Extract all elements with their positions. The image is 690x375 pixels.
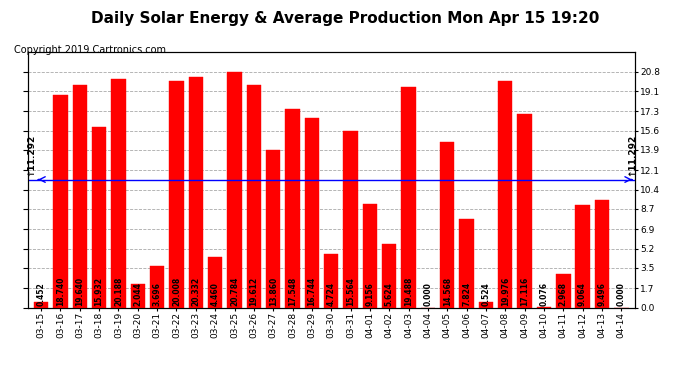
Text: 17.548: 17.548: [288, 277, 297, 306]
Text: 0.452: 0.452: [37, 283, 46, 306]
Bar: [440, 142, 455, 308]
Text: 4.460: 4.460: [210, 282, 219, 306]
Bar: [246, 85, 261, 308]
Bar: [537, 307, 551, 308]
Text: 3.696: 3.696: [152, 282, 161, 306]
Bar: [518, 114, 532, 308]
Bar: [150, 266, 164, 308]
Bar: [130, 284, 145, 308]
Bar: [324, 254, 339, 308]
Text: 20.784: 20.784: [230, 277, 239, 306]
Text: 9.496: 9.496: [598, 282, 607, 306]
Text: 19.640: 19.640: [75, 277, 84, 306]
Bar: [227, 72, 242, 308]
Text: ↑11.292: ↑11.292: [627, 134, 636, 176]
Text: 7.824: 7.824: [462, 282, 471, 306]
Text: Daily Solar Energy & Average Production Mon Apr 15 19:20: Daily Solar Energy & Average Production …: [91, 11, 599, 26]
Bar: [382, 244, 397, 308]
Text: 20.332: 20.332: [191, 277, 200, 306]
Text: 19.612: 19.612: [249, 277, 258, 306]
Text: ↑11.292: ↑11.292: [26, 134, 35, 176]
Text: 0.000: 0.000: [617, 282, 626, 306]
Bar: [304, 118, 319, 308]
Text: 14.568: 14.568: [443, 277, 452, 306]
Text: 9.064: 9.064: [578, 282, 587, 306]
Bar: [72, 85, 87, 308]
Bar: [208, 257, 222, 307]
Bar: [188, 77, 203, 308]
Text: 18.740: 18.740: [56, 277, 65, 306]
Text: 2.968: 2.968: [559, 282, 568, 306]
Text: Copyright 2019 Cartronics.com: Copyright 2019 Cartronics.com: [14, 45, 166, 55]
Text: 13.860: 13.860: [268, 277, 277, 306]
Text: 19.976: 19.976: [501, 277, 510, 306]
Bar: [498, 81, 513, 308]
Text: 20.008: 20.008: [172, 277, 181, 306]
Text: 0.524: 0.524: [482, 283, 491, 306]
Text: 5.624: 5.624: [385, 283, 394, 306]
Bar: [402, 87, 416, 308]
Bar: [595, 200, 609, 308]
Bar: [556, 274, 571, 308]
Bar: [169, 81, 184, 308]
Bar: [363, 204, 377, 308]
Text: 2.044: 2.044: [133, 282, 142, 306]
Text: 16.744: 16.744: [307, 277, 316, 306]
Text: 20.188: 20.188: [114, 277, 123, 306]
Text: 19.488: 19.488: [404, 277, 413, 306]
Text: 17.116: 17.116: [520, 277, 529, 306]
Bar: [266, 150, 280, 308]
Text: 15.932: 15.932: [95, 278, 103, 306]
Bar: [92, 127, 106, 308]
Bar: [111, 79, 126, 308]
Bar: [344, 131, 358, 308]
Bar: [53, 95, 68, 308]
Text: 9.156: 9.156: [366, 283, 375, 306]
Text: 4.724: 4.724: [326, 282, 336, 306]
Bar: [479, 302, 493, 307]
Text: 0.076: 0.076: [540, 282, 549, 306]
Bar: [575, 205, 590, 308]
Text: 15.564: 15.564: [346, 278, 355, 306]
Bar: [34, 302, 48, 307]
Bar: [285, 109, 299, 308]
Bar: [460, 219, 474, 308]
Text: 0.000: 0.000: [424, 282, 433, 306]
